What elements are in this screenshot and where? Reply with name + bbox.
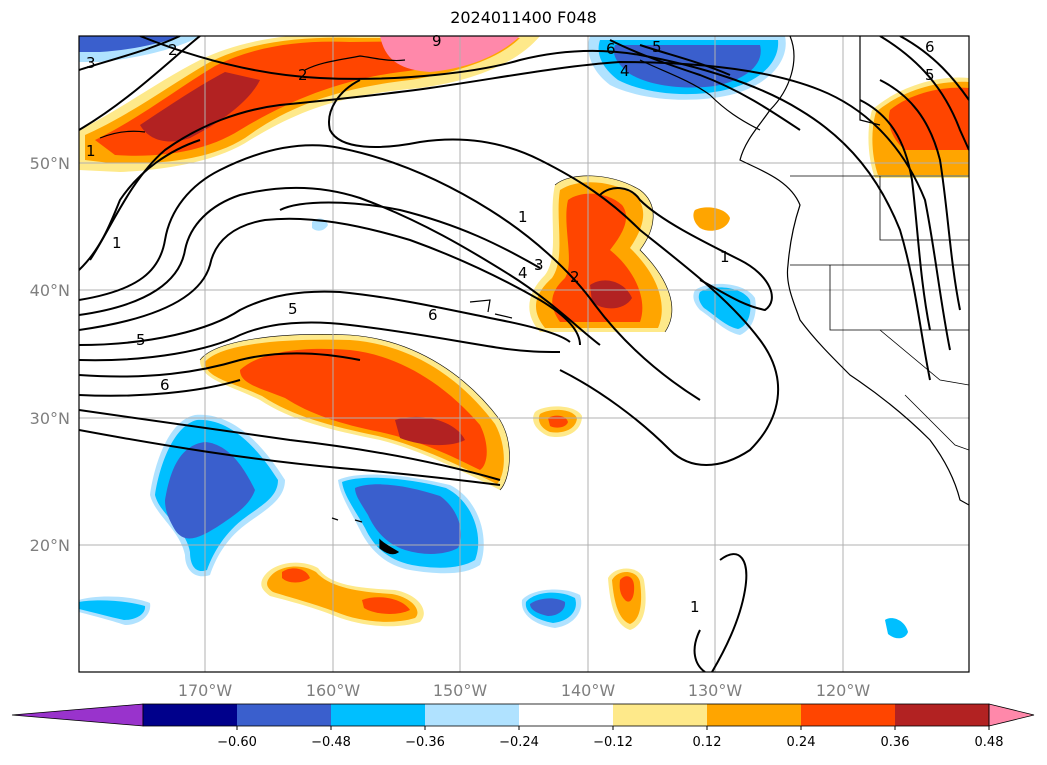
colorbar: −0.60 −0.48 −0.36 −0.24 −0.12 0.12 0.24 0.36 0.4… [11, 703, 1035, 750]
lat-label: 40°N [30, 281, 70, 300]
colorbar-segment [895, 704, 990, 726]
contour-label: 1 [518, 208, 528, 226]
contour-label: 2 [570, 268, 580, 286]
lon-label: 150°W [433, 681, 488, 700]
colorbar-segment [425, 704, 520, 726]
colorbar-tick-label: −0.60 [217, 735, 257, 750]
longitude-labels: 170°W 160°W 150°W 140°W 130°W 120°W [178, 681, 871, 700]
contour-label: 1 [86, 142, 96, 160]
contour-label: 4 [620, 62, 630, 80]
contour-label: 1 [690, 598, 700, 616]
colorbar-segment [801, 704, 896, 726]
colorbar-extend-min [11, 703, 144, 727]
coastlines [99, 36, 969, 555]
contour-label: 5 [288, 300, 298, 318]
colorbar-segment [519, 704, 614, 726]
contour-label: 6 [606, 40, 616, 58]
contour-label: 5 [652, 38, 662, 56]
lat-label: 30°N [30, 409, 70, 428]
contour-label: 1 [112, 234, 122, 252]
contour-labels: 3 2 9 6 5 4 6 5 2 1 1 1 3 4 2 5 6 5 6 1 … [86, 32, 935, 616]
contour-label: 9 [432, 32, 442, 50]
contour-label: 1 [720, 248, 730, 266]
contour-label: 5 [136, 331, 146, 349]
map-title: 2024011400 F048 [450, 8, 597, 27]
lon-label: 170°W [178, 681, 233, 700]
lon-label: 130°W [688, 681, 743, 700]
height-contours [79, 36, 969, 672]
contour-label: 3 [534, 256, 544, 274]
colorbar-segment [143, 704, 238, 726]
lat-label: 50°N [30, 154, 70, 173]
contour-label: 2 [168, 41, 178, 59]
contour-label: 3 [86, 54, 96, 72]
contour-label: 6 [925, 38, 935, 56]
colorbar-extend-max [988, 703, 1035, 727]
lon-label: 160°W [306, 681, 361, 700]
lon-label: 140°W [561, 681, 616, 700]
contour-label: 2 [298, 66, 308, 84]
lat-label: 20°N [30, 536, 70, 555]
colorbar-tick-label: 0.48 [975, 735, 1004, 750]
colorbar-tick-label: −0.12 [593, 735, 633, 750]
latitude-labels: 50°N 40°N 30°N 20°N [30, 154, 70, 555]
colorbar-segment [331, 704, 426, 726]
contour-label: 5 [925, 66, 935, 84]
colorbar-tick-label: 0.36 [881, 735, 910, 750]
contour-label: 6 [160, 376, 170, 394]
colorbar-tick-label: −0.24 [499, 735, 539, 750]
colorbar-segment [237, 704, 332, 726]
graticule [79, 36, 969, 672]
colorbar-tick-label: 0.12 [693, 735, 722, 750]
map-border [78, 35, 970, 673]
colorbar-tick-label: −0.48 [311, 735, 351, 750]
colorbar-segment [613, 704, 708, 726]
colorbar-tick-label: −0.36 [405, 735, 445, 750]
contour-label: 4 [518, 264, 528, 282]
colorbar-segment [707, 704, 802, 726]
colorbar-outline [142, 703, 990, 727]
lon-label: 120°W [816, 681, 871, 700]
contour-label: 6 [428, 306, 438, 324]
colorbar-tick-label: 0.24 [787, 735, 816, 750]
